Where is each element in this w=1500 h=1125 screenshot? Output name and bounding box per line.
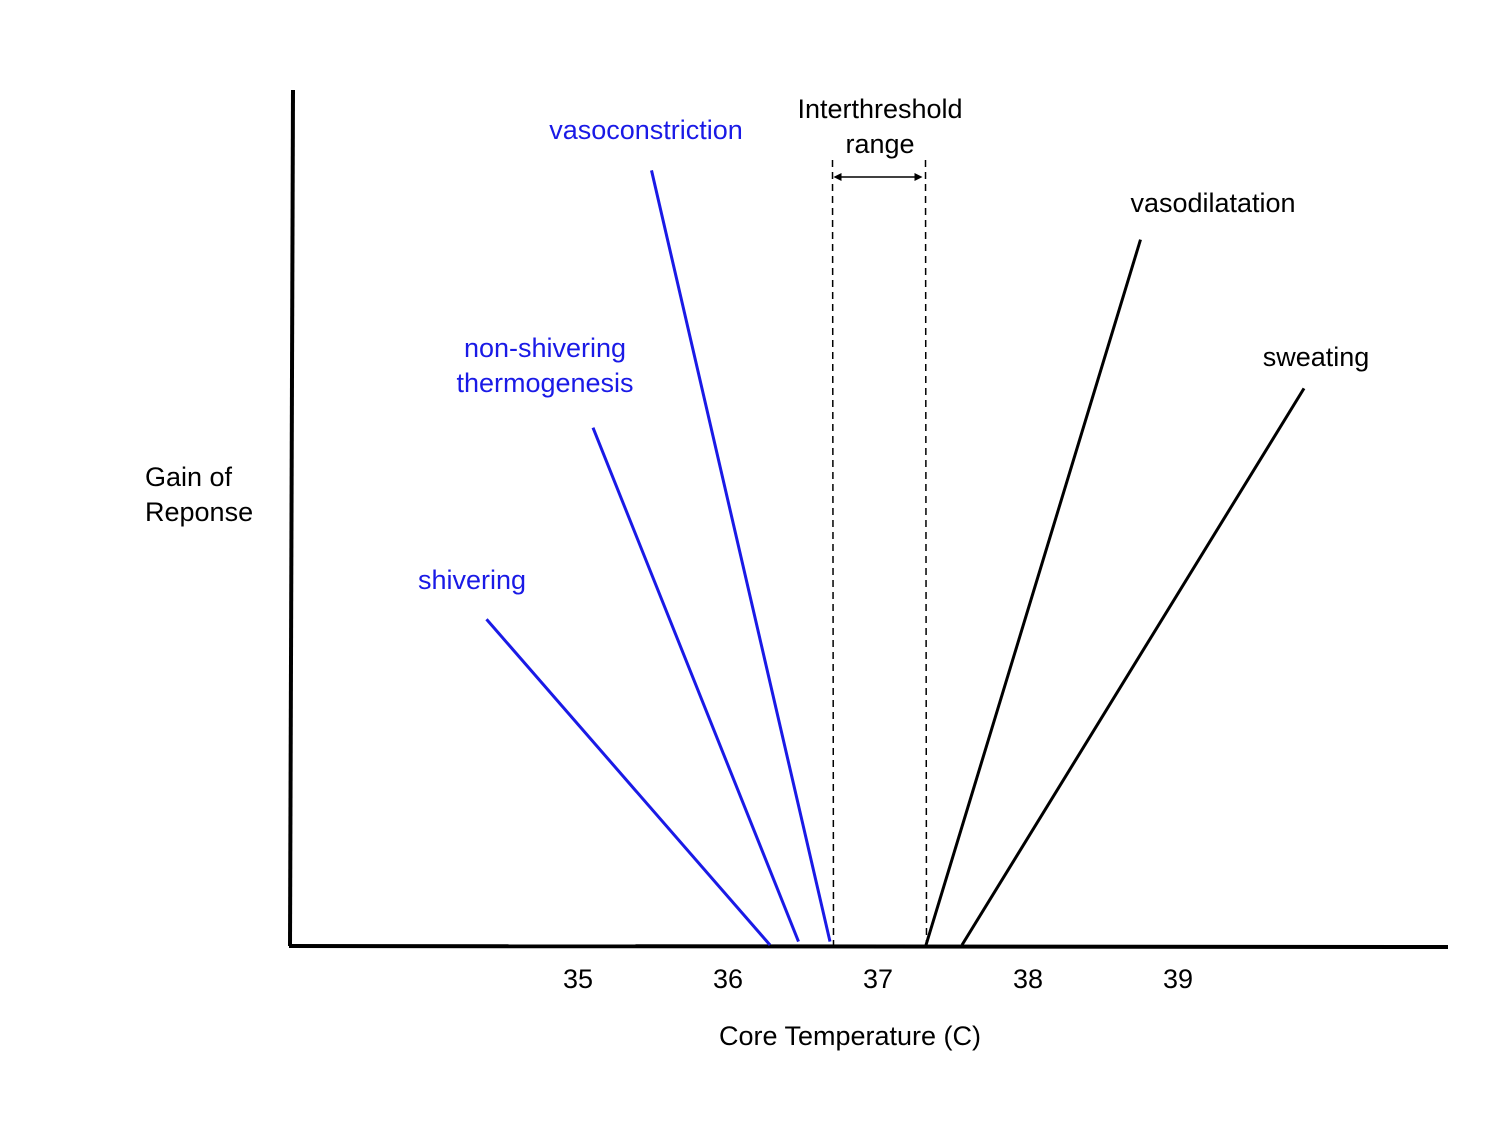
x-axis-label: Core Temperature (C) [719,1021,981,1051]
interthreshold-label: range [845,129,914,159]
series-label: thermogenesis [456,368,633,398]
series-line-vasoconstriction [650,170,832,942]
series-label: shivering [418,565,526,595]
series-line-vasodilatation [924,239,1142,946]
x-tick-label: 37 [863,964,893,994]
series-label: vasoconstriction [549,115,743,145]
y-axis-label-line-2: Reponse [145,497,253,527]
x-tick-label: 39 [1163,964,1193,994]
interthreshold-boundary-lower [831,159,835,946]
x-tick-label: 35 [563,964,593,994]
series-label: vasodilatation [1130,188,1295,218]
x-axis [288,944,1449,949]
series-line-sweating [960,387,1306,946]
y-axis-label-line-1: Gain of [145,462,233,492]
interthreshold-label: Interthreshold [797,94,962,124]
series-label: non-shivering [464,333,626,363]
arrowhead-left-icon [833,173,842,181]
x-tick-label: 36 [713,964,743,994]
y-axis [288,89,295,947]
x-tick-label: 38 [1013,964,1043,994]
interthreshold-boundary-upper [924,159,928,946]
arrowhead-right-icon [914,173,923,181]
series-line-non-shivering-thermogenesis [591,427,800,943]
series-line-shivering [485,618,772,946]
series-label: sweating [1263,342,1370,372]
